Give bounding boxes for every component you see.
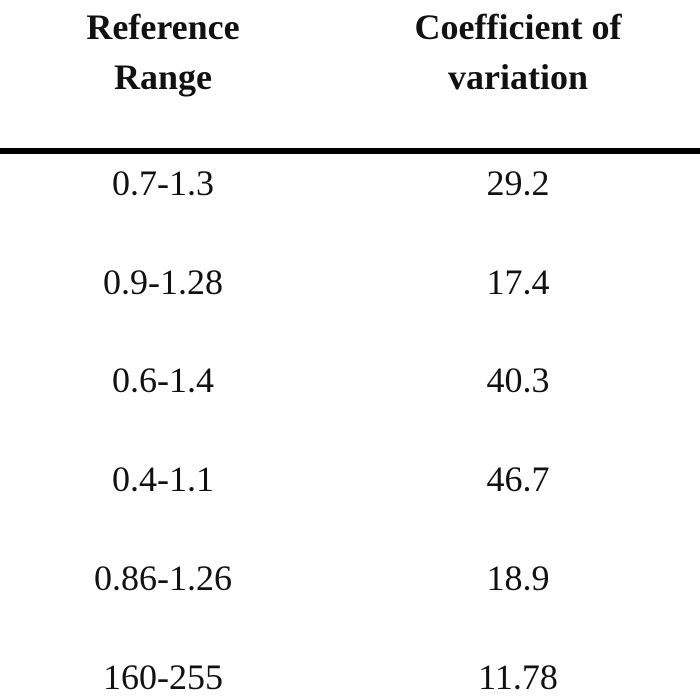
table-cell: 40.3 <box>486 360 550 401</box>
table-cell: 29.2 <box>486 163 550 203</box>
column-header: Coefficient of variation <box>414 7 622 97</box>
table-cell: 17.4 <box>486 261 550 302</box>
table-cell: 0.6-1.4 <box>112 360 214 401</box>
table-cell: 160-255 <box>103 656 223 697</box>
column-header: Reference Range <box>86 7 240 97</box>
header-rule <box>0 148 700 154</box>
table-cell: 0.9-1.28 <box>103 261 223 302</box>
table-cell: 18.9 <box>486 557 550 598</box>
table-cell: 0.86-1.26 <box>94 557 232 598</box>
table-cell: 0.4-1.1 <box>112 459 214 500</box>
table-cell: 46.7 <box>486 459 550 500</box>
table-cell: 11.78 <box>478 656 558 697</box>
table-cell: 0.7-1.3 <box>112 163 214 203</box>
